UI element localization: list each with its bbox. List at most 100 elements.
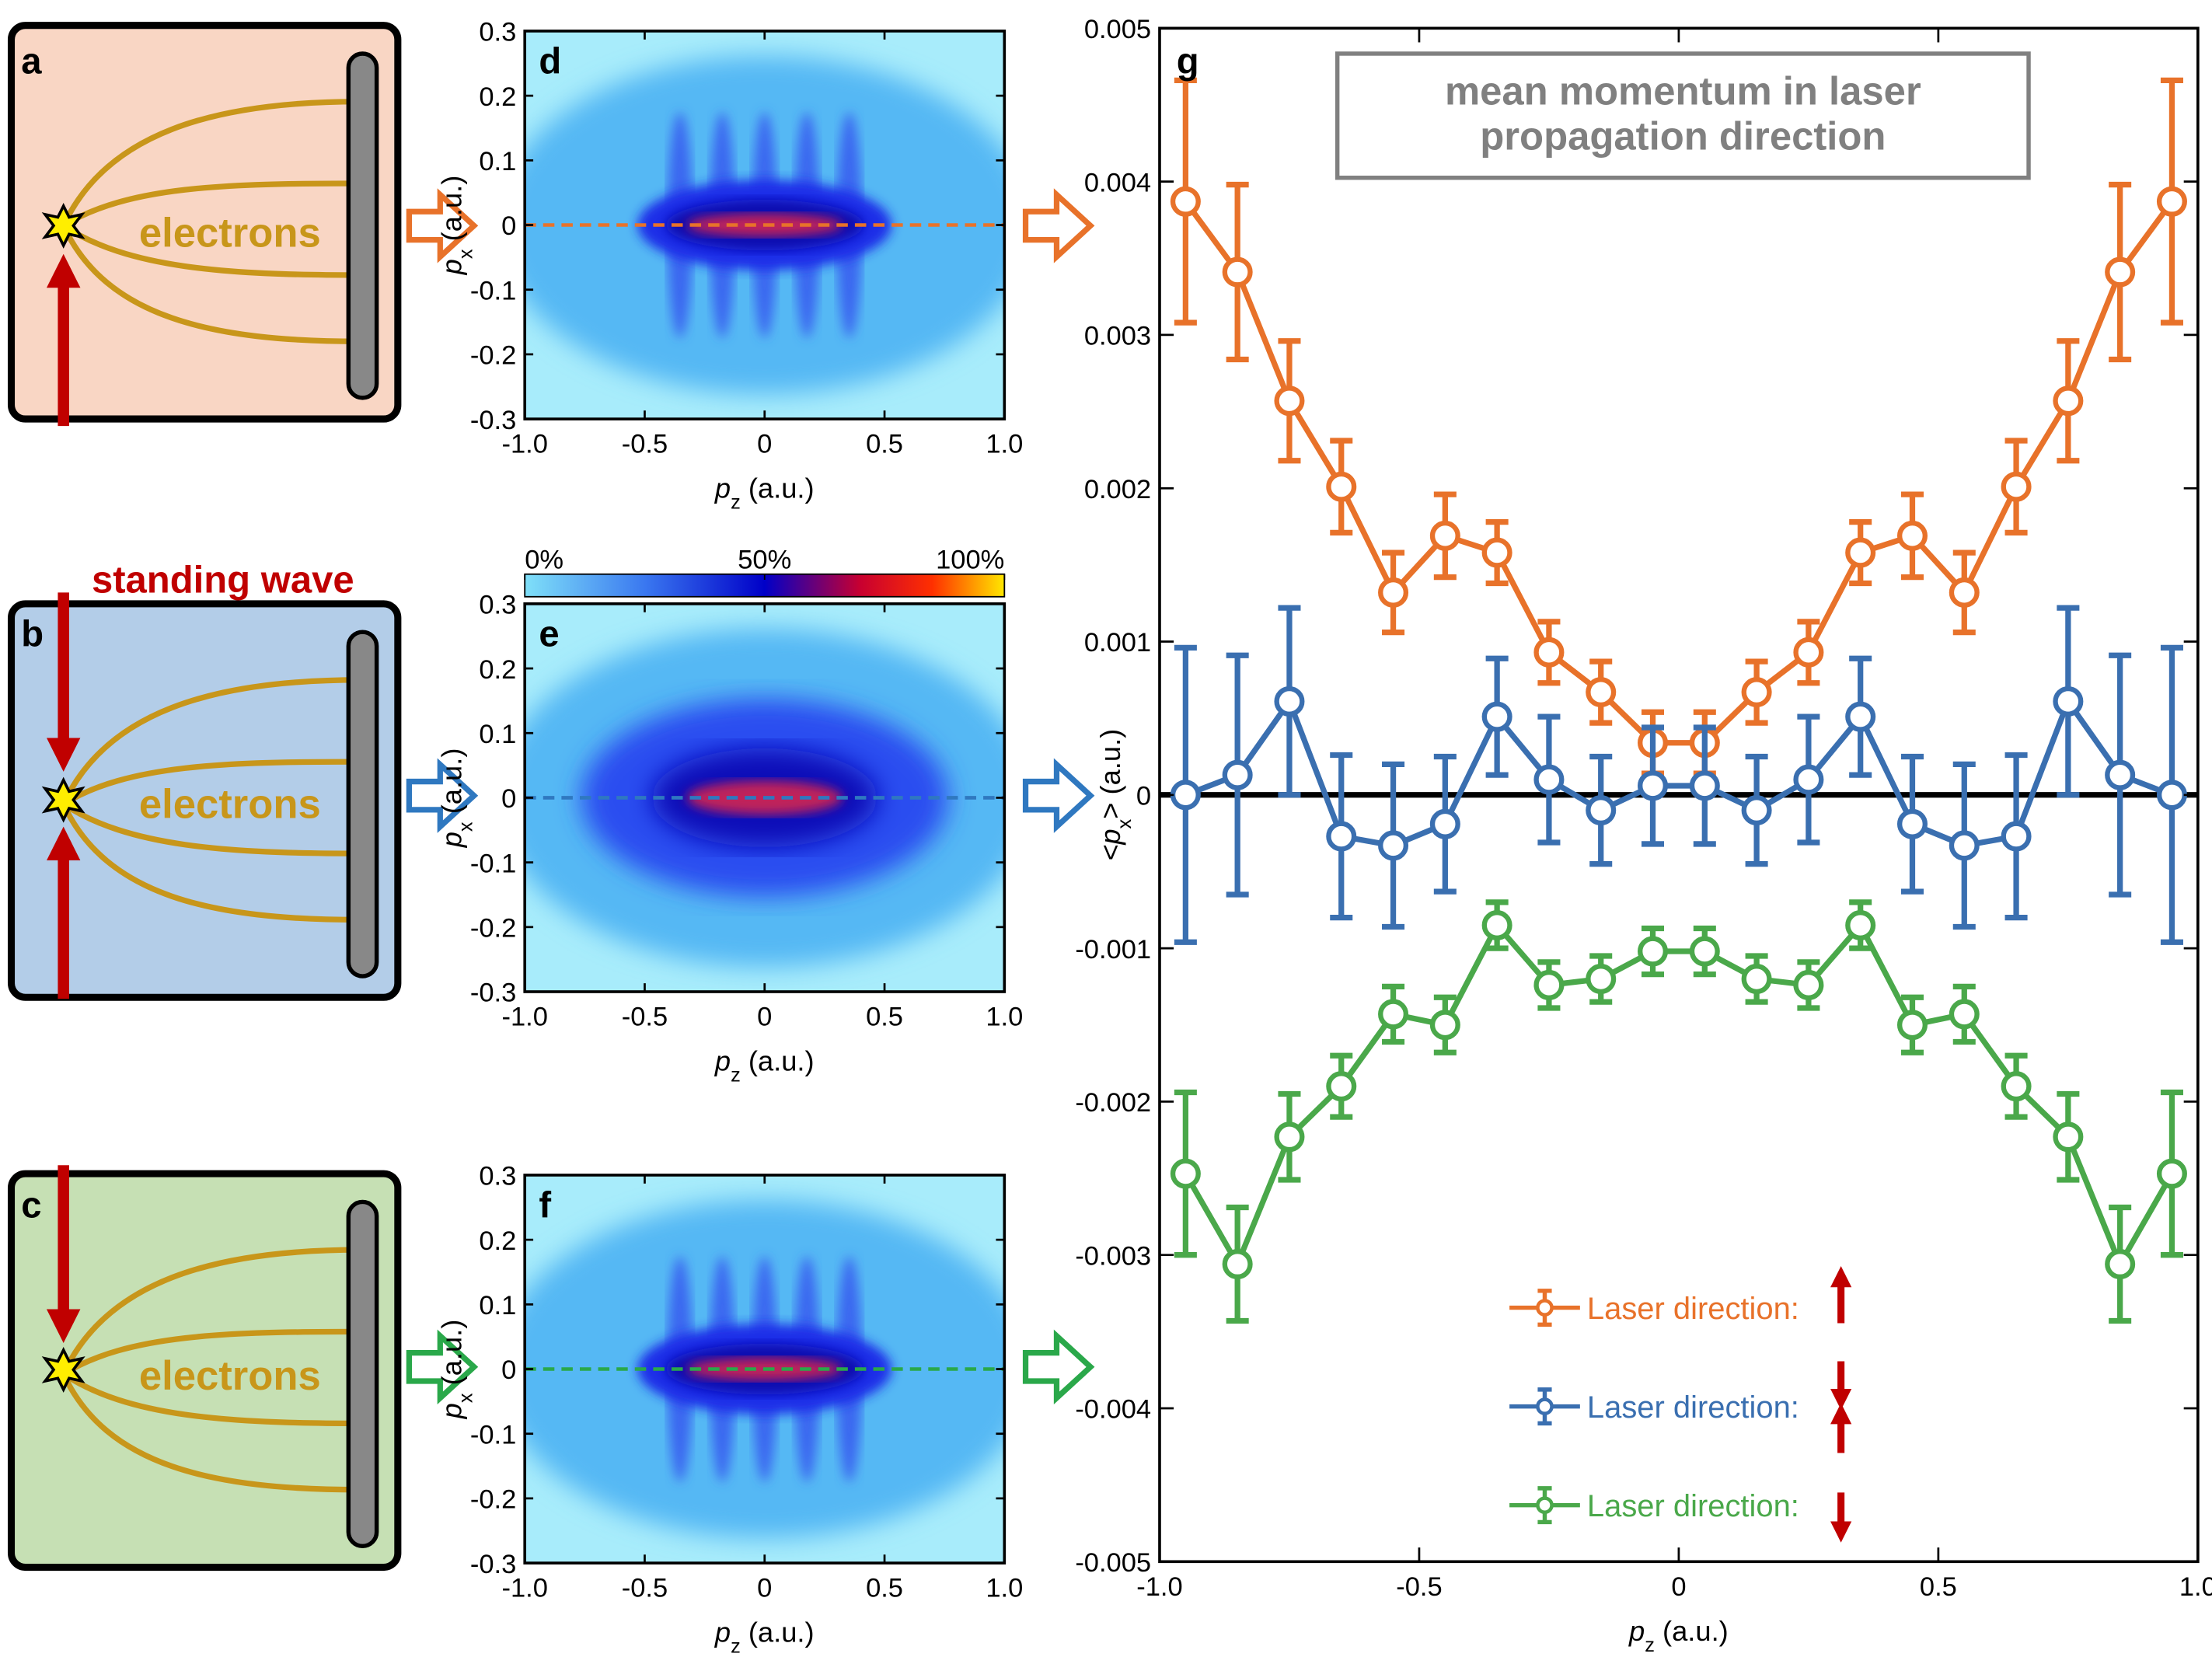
label-part: (a.u.) — [741, 1045, 815, 1077]
panel-label: f — [539, 1184, 551, 1226]
data-point — [1429, 1010, 1460, 1041]
x-tick-label: 0.5 — [1920, 1572, 1957, 1602]
data-point — [1949, 830, 1980, 861]
colorbar-label: 50% — [738, 545, 791, 574]
data-point — [1586, 795, 1617, 826]
panel-c: c electrons — [12, 1165, 398, 1567]
x-axis-label: pz (a.u.) — [714, 1045, 815, 1087]
y-tick-label: -0.1 — [470, 849, 516, 878]
label-part: (a.u.) — [436, 176, 468, 249]
legend-label: Laser direction: — [1587, 1489, 1799, 1523]
data-point — [1896, 808, 1928, 839]
heatmap-panel: -0.3 -0.2 -0.1 0 0.1 0.2 0.3 -1.0 -0.5 0 0.5 1.0 pz … — [436, 545, 1024, 1087]
data-point — [1222, 759, 1253, 790]
diagram-title: standing wave — [92, 559, 354, 601]
panel-b: b standing wave electrons — [12, 559, 398, 999]
x-tick-label: 0 — [757, 1003, 772, 1032]
data-point — [1222, 256, 1253, 288]
legend-marker — [1536, 1397, 1554, 1415]
x-axis-label: pz (a.u.) — [714, 473, 815, 514]
label-part: z — [731, 1636, 741, 1657]
label-part: > (a.u.) — [1094, 729, 1126, 819]
data-point — [1170, 186, 1201, 217]
y-tick-label: 0.002 — [1084, 475, 1151, 504]
y-tick-label: 0 — [501, 1355, 516, 1385]
y-tick-label: 0.1 — [479, 1291, 516, 1320]
y-tick-label: 0.005 — [1084, 15, 1151, 44]
data-point — [1170, 780, 1201, 811]
data-point — [2105, 1249, 2136, 1280]
data-point — [2105, 256, 2136, 288]
data-point — [1949, 577, 1980, 608]
x-axis-label: pz (a.u.) — [1628, 1615, 1729, 1656]
y-tick-label: -0.2 — [470, 341, 516, 371]
y-tick-label: -0.002 — [1075, 1088, 1151, 1118]
x-tick-label: -1.0 — [501, 1003, 547, 1032]
y-tick-label: 0 — [501, 784, 516, 814]
data-point — [1896, 1010, 1928, 1041]
data-point — [2156, 186, 2187, 217]
data-point — [1586, 677, 1617, 708]
y-tick-label: 0.3 — [479, 18, 516, 47]
colorbar-label: 0% — [525, 545, 563, 574]
x-tick-label: 0 — [757, 1574, 772, 1603]
data-point — [1481, 537, 1512, 568]
y-tick-label: 0.004 — [1084, 168, 1151, 197]
y-axis-label: px (a.u.) — [436, 1320, 477, 1420]
y-tick-label: 0.2 — [479, 82, 516, 112]
y-tick-label: 0.3 — [479, 591, 516, 620]
axes-frame — [523, 602, 1007, 993]
data-point — [1481, 701, 1512, 732]
data-point — [1793, 637, 1824, 668]
data-point — [2156, 1158, 2187, 1189]
label-part: p — [714, 1617, 731, 1648]
data-point — [1845, 537, 1876, 568]
data-point — [1741, 964, 1772, 995]
y-tick-label: 0.3 — [479, 1162, 516, 1191]
axes-frame — [523, 1174, 1007, 1565]
y-tick-label: 0.2 — [479, 655, 516, 685]
y-tick-label: 0 — [501, 211, 516, 241]
data-point — [2001, 471, 2032, 502]
data-point — [1845, 701, 1876, 732]
label-part: p — [714, 1045, 731, 1077]
diagram-text: electrons — [139, 211, 321, 256]
label-part: (a.u.) — [741, 473, 815, 504]
data-point — [1793, 969, 1824, 1000]
legend-marker — [1536, 1496, 1554, 1515]
data-point — [1378, 577, 1409, 608]
label-part: z — [731, 492, 741, 514]
x-tick-label: -0.5 — [1396, 1572, 1442, 1602]
y-tick-label: -0.003 — [1075, 1241, 1151, 1271]
data-point — [1222, 1249, 1253, 1280]
label-part: x — [455, 1393, 477, 1403]
panel-label: g — [1177, 40, 1199, 82]
axes-frame — [1158, 26, 2200, 1564]
x-tick-label: 0.5 — [866, 1574, 903, 1603]
y-axis-label: px (a.u.) — [436, 176, 477, 276]
data-point — [1896, 520, 1928, 551]
label-part: x — [455, 249, 477, 259]
panel-label: e — [539, 613, 559, 654]
x-tick-label: 1.0 — [986, 1574, 1023, 1603]
x-tick-label: -0.5 — [622, 1574, 668, 1603]
x-tick-label: 1.0 — [986, 430, 1023, 459]
data-point — [1429, 520, 1460, 551]
legend-label: Laser direction: — [1587, 1390, 1799, 1425]
y-tick-label: -0.005 — [1075, 1548, 1151, 1578]
x-tick-label: -0.5 — [622, 430, 668, 459]
data-point — [1326, 1071, 1357, 1102]
panel-label: c — [21, 1184, 41, 1226]
x-tick-label: 1.0 — [986, 1003, 1023, 1032]
label-part: x — [455, 822, 477, 832]
y-tick-label: -0.1 — [470, 276, 516, 305]
data-point — [1274, 385, 1305, 417]
x-tick-label: -0.5 — [622, 1003, 668, 1032]
label-part: (a.u.) — [741, 1617, 815, 1648]
annotation: propagation direction — [1480, 113, 1886, 158]
data-point — [1533, 637, 1565, 668]
x-tick-label: -1.0 — [501, 1574, 547, 1603]
data-point — [1326, 821, 1357, 852]
